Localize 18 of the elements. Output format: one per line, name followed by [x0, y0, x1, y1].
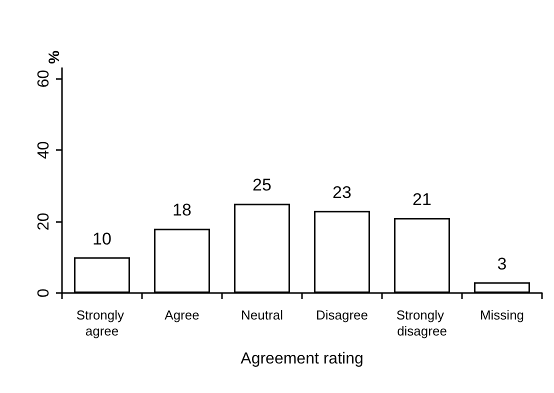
y-tick-label: 20 — [36, 212, 52, 230]
x-tick-label: Agree — [164, 308, 200, 322]
x-tick-label: Neutral — [241, 308, 284, 322]
y-tick-label: 40 — [36, 141, 52, 160]
x-tick-label: Disagree — [316, 308, 368, 322]
x-tick-label: Strongly agree — [76, 308, 128, 338]
data-label: 25 — [252, 176, 272, 195]
y-tick-label: 0 — [36, 288, 52, 298]
x-axis-title: Agreement rating — [240, 350, 364, 368]
y-axis-title: % — [46, 50, 63, 64]
data-label: 21 — [412, 190, 432, 209]
data-label: 10 — [92, 229, 112, 248]
data-label: 23 — [332, 182, 352, 202]
x-tick-label: Missing — [480, 308, 524, 322]
data-label: 18 — [172, 200, 192, 220]
y-tick-label: 60 — [36, 70, 52, 88]
data-label: 3 — [497, 254, 507, 274]
x-tick-label: Strongly disagree — [396, 308, 448, 338]
